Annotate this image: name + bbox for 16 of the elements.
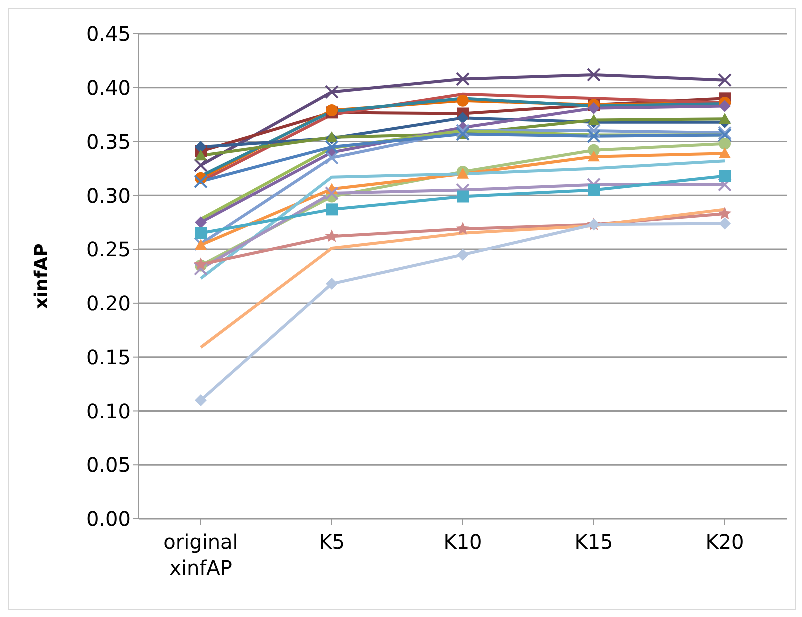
x-tick-label: original xinfAP [164, 530, 238, 580]
y-axis-title: xinfAP [31, 244, 52, 310]
x-tick-label: K20 [706, 530, 744, 554]
y-tick-label: 0.15 [86, 345, 131, 370]
x-tick-label: K5 [319, 530, 345, 554]
x-tick-label: K15 [574, 530, 614, 554]
x-tick-label: K10 [444, 530, 482, 554]
y-tick-label: 0.35 [86, 130, 131, 154]
y-tick-label: 0.45 [86, 22, 131, 46]
y-tick-label: 0.00 [86, 507, 131, 532]
y-tick-label: 0.30 [86, 184, 131, 208]
y-tick-label: 0.25 [86, 238, 131, 262]
y-tick-label: 0.40 [86, 76, 131, 100]
y-tick-label: 0.20 [86, 292, 131, 316]
y-tick-label: 0.10 [86, 399, 131, 424]
y-tick-label: 0.05 [86, 453, 131, 478]
